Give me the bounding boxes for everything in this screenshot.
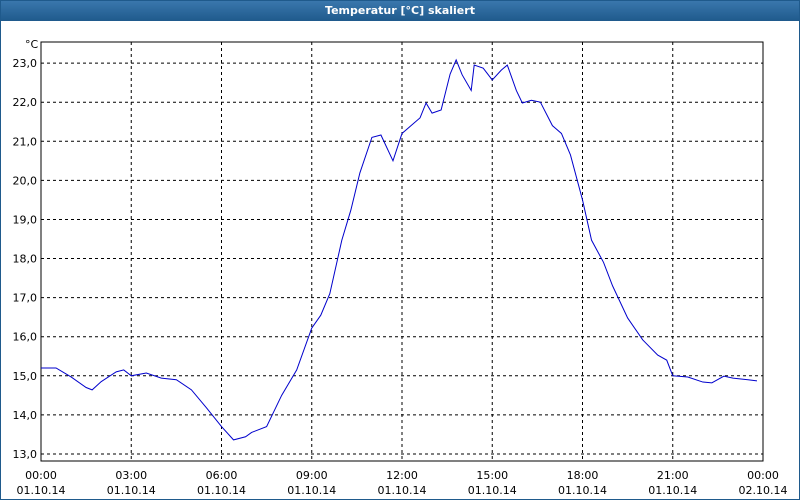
y-tick-label: 17,0 [13,292,38,305]
x-tick-label: 00:00 [25,469,57,482]
x-tick-label: 21:00 [657,469,689,482]
y-tick-label: 18,0 [13,253,38,266]
y-tick-label: 23,0 [13,57,38,70]
plot-frame [40,41,764,462]
y-tick-label: 22,0 [13,96,38,109]
x-tick-label: 06:00 [206,469,238,482]
x-tick-date: 01.10.14 [558,484,607,497]
line [41,58,758,441]
x-tick-label: 12:00 [386,469,418,482]
y-tick-label: 15,0 [13,370,38,383]
x-tick-date: 01.10.14 [378,484,427,497]
x-tick-date: 01.10.14 [648,484,697,497]
y-tick-label: 14,0 [13,409,38,422]
x-tick-label: 09:00 [296,469,328,482]
x-tick-date: 01.10.14 [287,484,336,497]
chart: °C 13,0 14,0 15,0 16,0 17,0 18,0 19,0 20,0 21,0 2… [13,38,788,497]
x-tick-date: 01.10.14 [468,484,517,497]
x-tick-label: 18:00 [567,469,599,482]
x-tick-date: 01.10.14 [17,484,66,497]
y-tick-label: 16,0 [13,331,38,344]
y-tick-label: 19,0 [13,213,38,226]
y-tick-label: 20,0 [13,174,38,187]
y-tick-label: 13,0 [13,448,38,461]
title-bar: Temperatur [°C] skaliert [1,1,799,21]
x-tick-label: 15:00 [476,469,508,482]
y-unit: °C [25,38,39,51]
x-tick-date: 01.10.14 [197,484,246,497]
x-tick-date: 02.10.14 [739,484,788,497]
x-tick-label: 03:00 [115,469,147,482]
y-tick-label: 21,0 [13,135,38,148]
x-tick-label: 00:00 [747,469,779,482]
x-tick-date: 01.10.14 [107,484,156,497]
